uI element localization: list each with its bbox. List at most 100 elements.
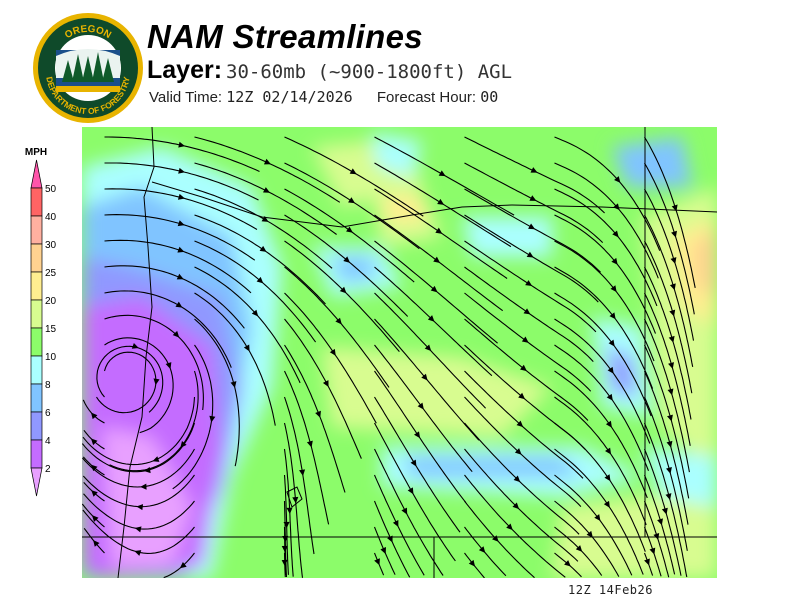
streamline-arrowhead: [605, 447, 612, 455]
streamline-arrowhead: [140, 483, 147, 490]
streamline-arrowhead: [594, 514, 601, 522]
map-timestamp: 12Z 14Feb26: [568, 583, 653, 597]
streamline-arrowhead: [523, 308, 531, 315]
streamline-arrowhead: [666, 440, 673, 448]
page-title: NAM Streamlines: [147, 18, 423, 55]
streamline-arrowhead: [670, 257, 677, 265]
streamline-arrowhead: [605, 420, 612, 428]
streamline-arrowhead: [93, 540, 100, 547]
legend-tick: 20: [45, 296, 57, 307]
streamline-arrowhead: [606, 393, 613, 401]
streamline-arrowhead: [430, 285, 438, 293]
legend-swatch-25-30: [30, 243, 43, 273]
streamline-arrowhead: [343, 256, 351, 263]
streamline-arrowhead: [177, 193, 185, 200]
legend-swatch-8-10: [30, 355, 43, 385]
legend-tick: 6: [45, 408, 51, 419]
streamline-arrowhead: [613, 203, 620, 211]
streamline-arrowhead: [492, 535, 499, 542]
streamline-arrowhead: [136, 504, 144, 511]
streamline-arrowhead: [131, 342, 139, 349]
streamline-arrowhead: [281, 545, 288, 553]
streamline-arrowhead: [525, 280, 533, 286]
speed-region-25-30: [692, 227, 717, 297]
speed-region-8-10: [462, 217, 552, 257]
streamline-arrowhead: [176, 273, 184, 280]
streamline-arrowhead: [608, 339, 615, 347]
streamline-arrowhead: [90, 464, 98, 472]
streamline-arrowhead: [661, 507, 668, 515]
legend-tick: 10: [45, 352, 57, 363]
streamline-arrowhead: [610, 285, 617, 293]
streamline-arrowhead: [143, 467, 151, 474]
streamline-arrowhead: [299, 469, 306, 477]
streamline-map: [82, 127, 717, 578]
streamline-arrowhead: [134, 526, 142, 533]
streamline-arrowhead: [669, 283, 676, 291]
streamline-arrowhead: [513, 475, 521, 483]
legend-swatch-2-4: [30, 439, 43, 469]
streamline-arrowhead: [134, 550, 142, 556]
streamline-arrowhead: [306, 440, 313, 448]
streamline-arrowhead: [667, 388, 674, 396]
legend-tick: 4: [45, 436, 51, 447]
streamline-arrowhead: [263, 158, 271, 165]
streamline-arrowhead: [374, 558, 380, 566]
streamline-arrowhead: [516, 420, 524, 428]
legend-tick: 2: [45, 464, 51, 475]
legend-swatch-15-20: [30, 299, 43, 329]
oregon-department-of-forestry-logo: OREGON DEPARTMENT OF FORESTRY: [33, 13, 143, 123]
lake-outline: [286, 486, 303, 508]
svg-text:OREGON: OREGON: [63, 24, 113, 41]
streamline-arrowhead: [521, 336, 529, 343]
streamline-arrowhead: [230, 381, 237, 388]
streamline-arrowhead: [243, 344, 250, 352]
streamline-arrowhead: [349, 168, 357, 175]
streamline-arrowhead: [614, 176, 621, 183]
streamline-arrowhead: [286, 507, 293, 515]
valid-time-line: Valid Time: 12Z 02/14/2026 Forecast Hour…: [149, 88, 498, 106]
legend-swatch-30-40: [30, 215, 43, 245]
streamline-arrowhead: [668, 335, 675, 343]
streamline-arrowhead: [478, 546, 486, 553]
streamline-arrowhead: [263, 187, 271, 193]
speed-region-8-10: [372, 132, 422, 177]
streamline-arrowhead: [649, 547, 656, 555]
streamline-arrowhead: [644, 558, 650, 566]
streamline-arrowhead: [438, 170, 446, 177]
streamline-arrowhead: [410, 459, 417, 467]
speed-region-6-8: [332, 257, 377, 282]
streamline-arrowhead: [281, 559, 288, 567]
forecast-hour-value: 00: [480, 88, 499, 106]
legend-arrow-top: [30, 159, 43, 189]
streamline-arrowhead: [165, 362, 172, 370]
streamline-arrowhead: [669, 309, 676, 317]
streamline-arrowhead: [407, 487, 414, 495]
streamline-arrowhead: [603, 500, 610, 508]
layer-line: Layer: 30-60mb (~900-1800ft) AGL: [147, 56, 512, 85]
streamline-arrowhead: [668, 362, 675, 370]
streamline-arrowhead: [261, 215, 269, 222]
streamline-arrowhead: [209, 415, 216, 423]
legend-tick: 40: [45, 212, 57, 223]
streamline-arrowhead: [417, 402, 424, 410]
state-border-washington: [511, 204, 717, 213]
streamline-arrowhead: [152, 456, 160, 462]
streamline-arrowhead: [586, 530, 593, 538]
streamline-arrowhead: [468, 559, 476, 567]
streamline-arrowhead: [172, 330, 180, 338]
streamline-arrowhead: [671, 230, 677, 238]
streamline-arrowhead: [339, 286, 347, 294]
streamline-arrowhead: [512, 502, 520, 510]
streamline-arrowhead: [611, 257, 618, 265]
streamline-arrowhead: [90, 412, 98, 420]
legend-swatch-40-50: [30, 187, 43, 217]
streamline-arrowhead: [612, 230, 619, 238]
streamline-arrowhead: [175, 301, 183, 308]
speed-region-4-6: [607, 347, 637, 397]
streamline-arrowhead: [292, 496, 299, 504]
streamline-arrowhead: [413, 431, 421, 439]
legend-tick: 50: [45, 184, 57, 195]
streamline-arrowhead: [564, 560, 571, 567]
streamline-arrowhead: [427, 315, 435, 322]
